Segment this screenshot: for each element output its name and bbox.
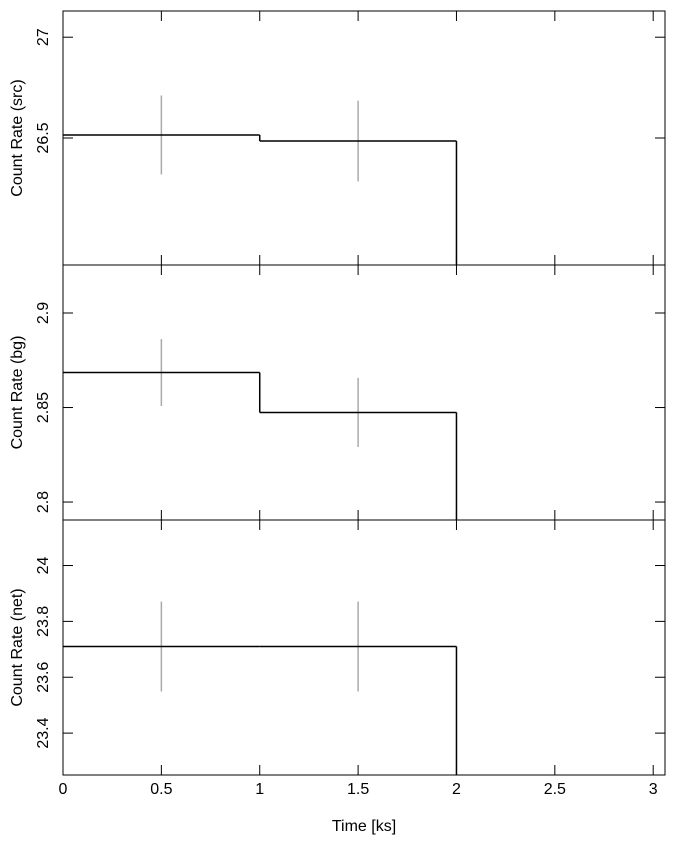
x-tick-label: 1.5: [347, 781, 369, 798]
x-axis-label: Time [ks]: [332, 818, 396, 835]
x-tick-label: 2: [452, 781, 461, 798]
y-tick-label: 23.6: [35, 662, 52, 693]
x-tick-label: 0.5: [150, 781, 172, 798]
y-tick-label: 2.8: [35, 491, 52, 513]
y-tick-label: 27: [35, 28, 52, 46]
plot-frame: [62, 264, 666, 521]
y-tick-label: 24: [35, 557, 52, 575]
y-tick-label: 23.4: [35, 717, 52, 748]
y-axis-label: Count Rate (bg): [9, 336, 26, 450]
y-tick-label: 26.5: [35, 122, 52, 153]
y-axis-label: Count Rate (net): [9, 588, 26, 706]
x-tick-label: 0: [59, 781, 68, 798]
x-tick-label: 3: [649, 781, 658, 798]
y-tick-label: 2.85: [35, 392, 52, 423]
plot-frame: [62, 519, 666, 776]
plot-frame: [62, 10, 666, 266]
y-tick-label: 23.8: [35, 606, 52, 637]
x-tick-label: 2.5: [544, 781, 566, 798]
x-tick-label: 1: [255, 781, 264, 798]
y-axis-label: Count Rate (src): [9, 79, 26, 196]
y-tick-label: 2.9: [35, 302, 52, 324]
